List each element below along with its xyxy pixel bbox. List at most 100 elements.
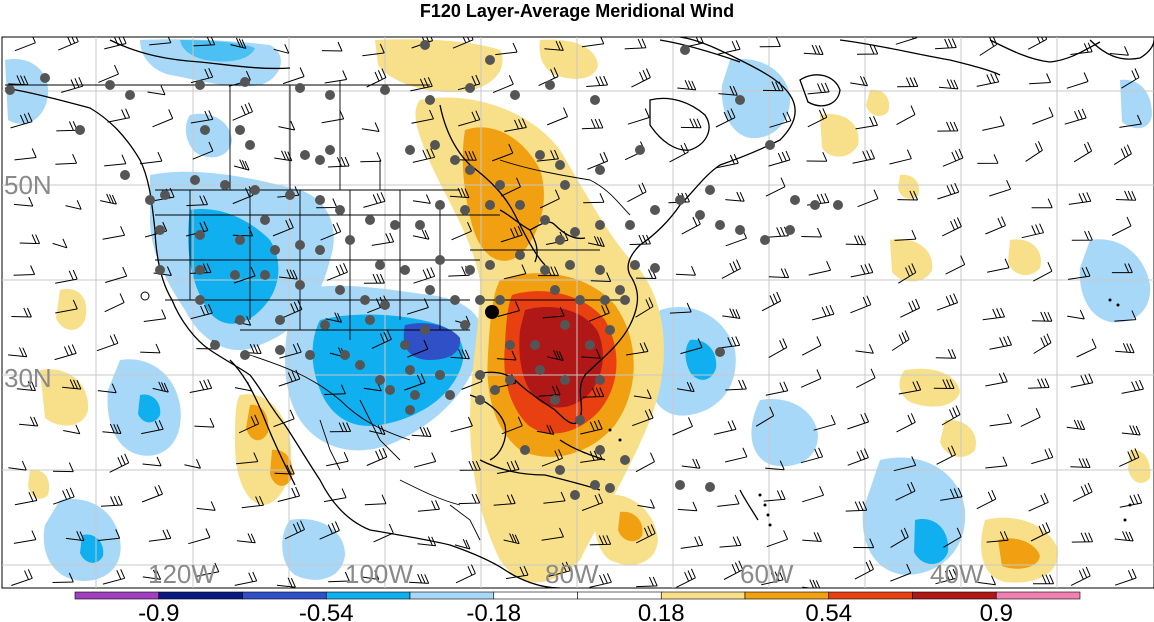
- wind-barb: [536, 424, 555, 435]
- wind-barb: [536, 149, 559, 162]
- wind-barb: [587, 151, 609, 170]
- station-dot: [335, 205, 345, 215]
- station-dot: [460, 320, 470, 330]
- wind-barb: [371, 232, 395, 246]
- wind-barb: [1064, 108, 1087, 125]
- station-dot: [295, 83, 305, 93]
- station-dot: [415, 220, 425, 230]
- wind-barb: [495, 42, 518, 56]
- wind-barb: [413, 267, 436, 284]
- station-dot: [495, 295, 505, 305]
- station-dot: [600, 295, 610, 305]
- wind-barb: [713, 420, 737, 435]
- station-dot: [315, 155, 325, 165]
- wind-barb: [232, 226, 254, 237]
- wind-barb: [52, 462, 74, 473]
- station-dot: [435, 370, 445, 380]
- lat-label-30n: 30N: [4, 363, 52, 393]
- wind-barb: [937, 182, 960, 200]
- wind-barb: [626, 342, 649, 356]
- wind-barb: [802, 485, 825, 503]
- wind-barb: [58, 37, 79, 51]
- wind-barb: [1114, 310, 1137, 322]
- station-dot: [705, 185, 715, 195]
- station-dot: [430, 140, 440, 150]
- colorbar-segment: [577, 591, 662, 600]
- wind-barb: [192, 141, 214, 160]
- wind-barb: [361, 570, 380, 580]
- wind-barb: [1121, 68, 1140, 89]
- wind-barb: [61, 76, 84, 93]
- wind-barb: [241, 343, 262, 354]
- wind-barb: [943, 527, 962, 548]
- lon-label-100w: 100W: [345, 559, 413, 589]
- station-dot: [155, 265, 165, 275]
- station-dot: [545, 80, 555, 90]
- wind-barb: [543, 491, 566, 504]
- wind-barb: [328, 571, 350, 583]
- wind-barb: [412, 148, 436, 163]
- wind-barb: [284, 520, 305, 540]
- wind-barb: [945, 255, 966, 275]
- wind-barb: [761, 570, 784, 586]
- station-dot: [190, 175, 200, 185]
- wind-barb: [635, 297, 654, 318]
- wind-barb: [891, 330, 910, 351]
- wind-barb: [581, 37, 605, 48]
- station-dot: [833, 200, 843, 210]
- wind-barb: [1067, 309, 1085, 320]
- station-dot: [555, 465, 565, 475]
- station-dot: [465, 83, 475, 93]
- wind-barb: [1119, 493, 1143, 508]
- colorbar-tick-label: 0.54: [805, 600, 852, 622]
- station-dot: [510, 90, 520, 100]
- station-dot: [575, 295, 585, 305]
- wind-barb: [451, 221, 472, 241]
- station-dot: [675, 195, 685, 205]
- wind-barb: [141, 484, 163, 503]
- wind-barb: [636, 576, 658, 588]
- wind-barb: [762, 81, 784, 92]
- wind-barb: [1115, 342, 1135, 354]
- station-dot: [735, 95, 745, 105]
- anomaly-shading: [5, 39, 1152, 583]
- station-dot: [530, 340, 540, 350]
- wind-barb: [1071, 532, 1094, 543]
- wind-barb: [65, 530, 85, 542]
- wind-barb: [233, 266, 256, 284]
- station-dot: [560, 320, 570, 330]
- wind-barb: [1020, 407, 1041, 427]
- wind-barb: [282, 67, 305, 85]
- wind-barb: [190, 110, 214, 124]
- station-dot: [325, 145, 335, 155]
- station-dot: [425, 95, 435, 105]
- wind-barb: [458, 110, 481, 127]
- wind-barb: [1031, 311, 1053, 322]
- wind-barb: [404, 373, 426, 391]
- wind-barb: [847, 412, 870, 430]
- wind-barb: [895, 481, 916, 501]
- wind-barb: [897, 190, 919, 201]
- wind-barb: [505, 565, 529, 580]
- station-dot: [595, 165, 605, 175]
- wind-barb: [16, 381, 36, 392]
- wind-barb: [1121, 379, 1144, 394]
- wind-barb: [539, 189, 560, 209]
- wind-barb: [581, 349, 601, 359]
- colorbar-tick-label: -0.18: [466, 600, 521, 622]
- wind-barb: [11, 569, 33, 586]
- wind-barb: [1076, 338, 1097, 358]
- station-dot: [340, 350, 350, 360]
- wind-barb: [1109, 46, 1129, 56]
- wind-barb: [853, 538, 875, 549]
- station-dot: [595, 445, 605, 455]
- station-dot: [385, 385, 395, 395]
- wind-barb: [586, 75, 609, 87]
- wind-barb: [274, 150, 293, 162]
- wind-barb: [724, 447, 748, 463]
- wind-barb: [152, 381, 169, 393]
- station-dot: [705, 482, 715, 492]
- station-dot: [505, 340, 515, 350]
- wind-barb: [765, 460, 785, 471]
- wind-barb: [889, 149, 912, 165]
